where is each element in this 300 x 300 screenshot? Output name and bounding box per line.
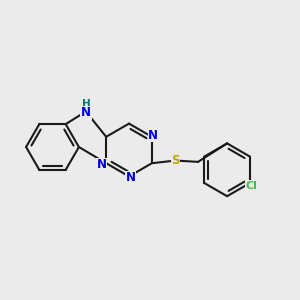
Text: S: S bbox=[171, 154, 180, 167]
Text: N: N bbox=[148, 129, 158, 142]
Text: N: N bbox=[97, 158, 106, 171]
Text: H: H bbox=[82, 99, 90, 109]
Text: N: N bbox=[125, 171, 136, 184]
Text: N: N bbox=[81, 106, 91, 119]
Text: Cl: Cl bbox=[245, 181, 257, 191]
